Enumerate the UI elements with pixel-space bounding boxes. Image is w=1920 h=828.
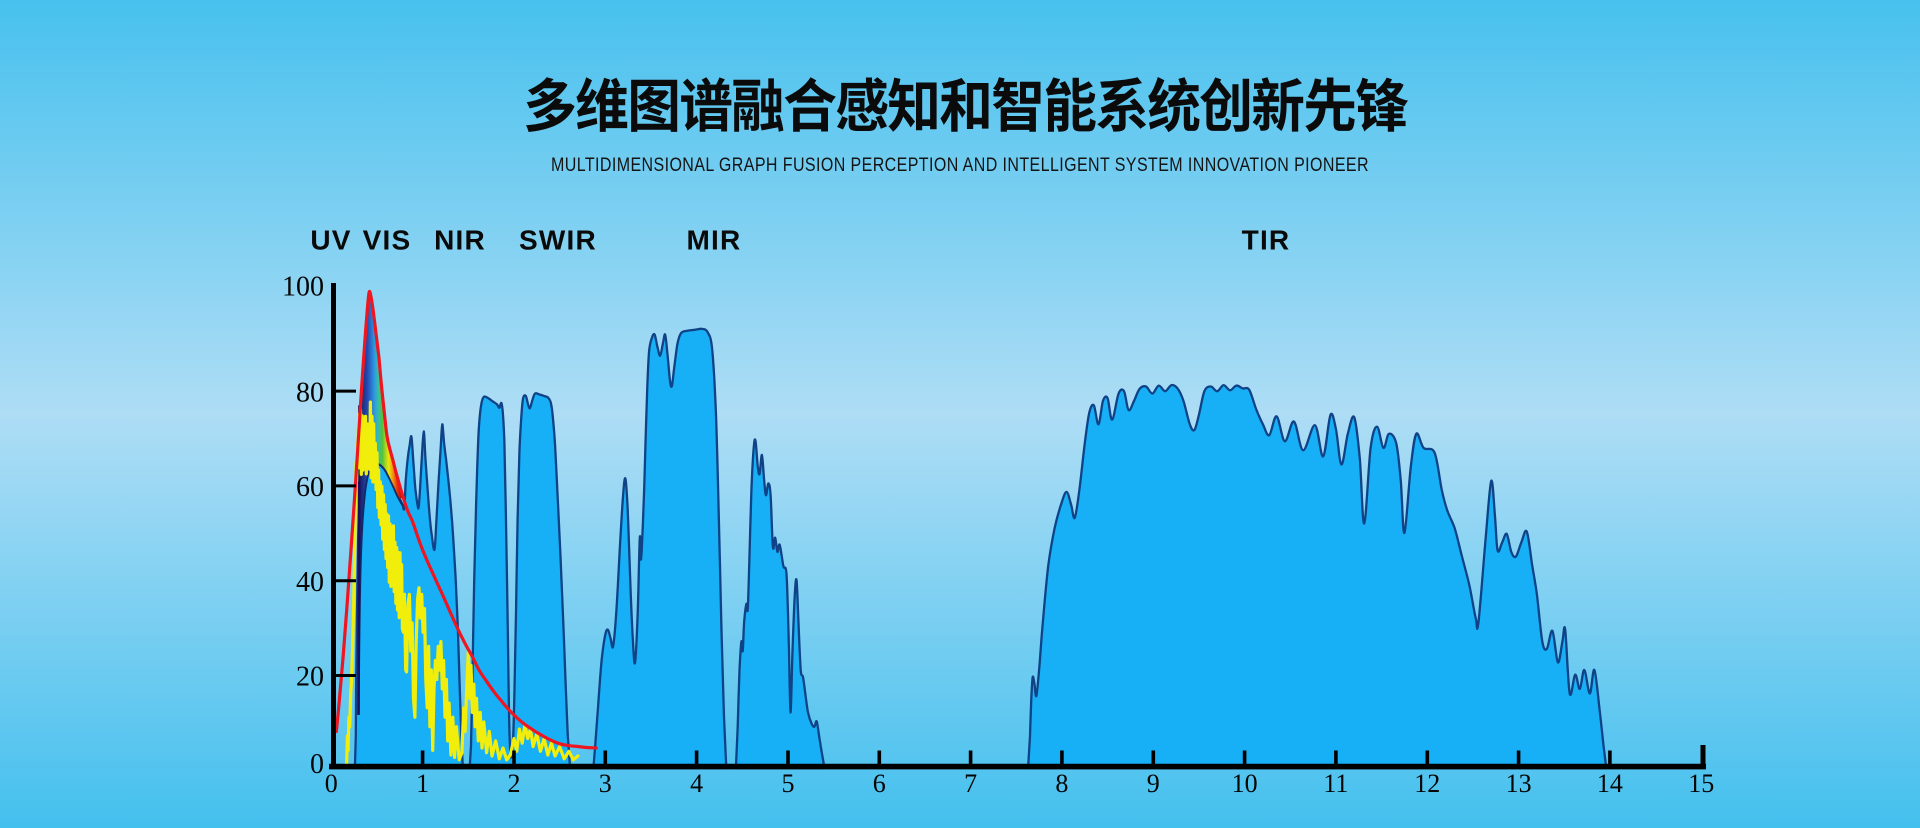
svg-text:60: 60 — [296, 472, 324, 503]
svg-text:NIR: NIR — [434, 225, 486, 256]
svg-text:0: 0 — [310, 749, 324, 780]
svg-text:2: 2 — [508, 769, 521, 798]
svg-text:20: 20 — [296, 662, 324, 693]
svg-text:8: 8 — [1055, 769, 1068, 798]
svg-text:10: 10 — [1232, 769, 1258, 798]
svg-text:MULTIDIMENSIONAL GRAPH FUSION: MULTIDIMENSIONAL GRAPH FUSION PERCEPTION… — [551, 154, 1369, 176]
svg-text:MIR: MIR — [687, 225, 742, 256]
svg-text:7: 7 — [964, 769, 977, 798]
svg-text:14: 14 — [1597, 769, 1623, 798]
svg-text:UV: UV — [310, 225, 351, 256]
svg-text:3: 3 — [599, 769, 612, 798]
svg-text:4: 4 — [690, 769, 703, 798]
svg-text:13: 13 — [1506, 769, 1532, 798]
svg-text:5: 5 — [782, 769, 795, 798]
svg-text:40: 40 — [296, 567, 324, 598]
svg-text:SWIR: SWIR — [519, 225, 597, 256]
svg-text:6: 6 — [873, 769, 886, 798]
svg-text:12: 12 — [1414, 769, 1440, 798]
svg-text:0: 0 — [325, 769, 338, 798]
svg-text:TIR: TIR — [1242, 225, 1291, 256]
svg-text:100: 100 — [282, 272, 324, 303]
svg-text:11: 11 — [1323, 769, 1348, 798]
svg-text:80: 80 — [296, 377, 324, 408]
svg-text:VIS: VIS — [363, 225, 412, 256]
svg-text:15: 15 — [1688, 769, 1714, 798]
svg-text:1: 1 — [416, 769, 429, 798]
svg-text:9: 9 — [1147, 769, 1160, 798]
